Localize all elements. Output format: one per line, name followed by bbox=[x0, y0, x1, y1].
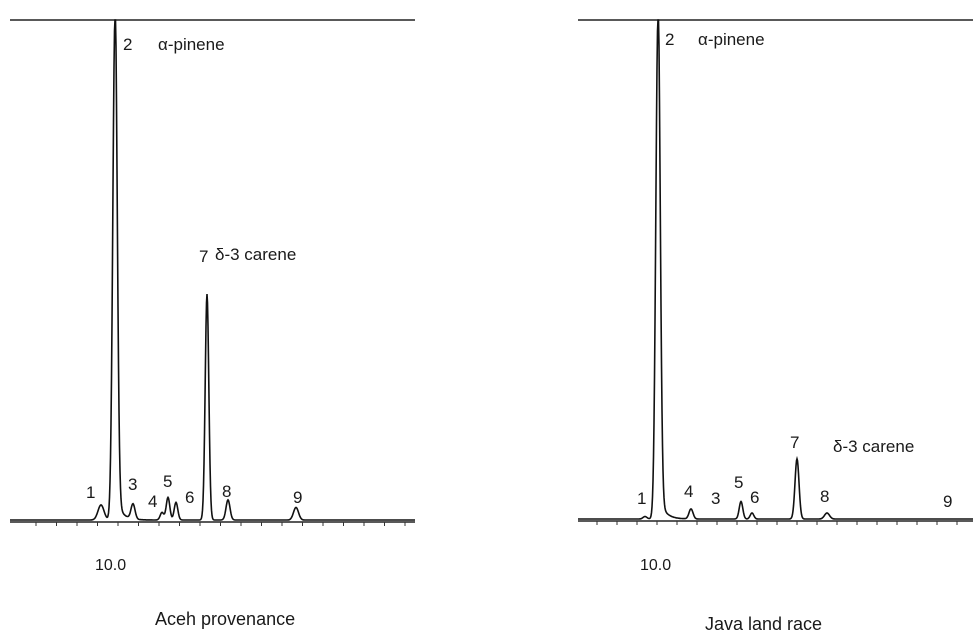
peak-number-label: 5 bbox=[163, 472, 172, 491]
peak-number-label: 1 bbox=[637, 489, 646, 508]
panel-title: Aceh provenance bbox=[155, 609, 295, 629]
peak-number-label: 1 bbox=[86, 483, 95, 502]
peak-number-label: 7 bbox=[199, 247, 208, 266]
peak-number-label: 2 bbox=[665, 30, 674, 49]
peak-labels: 1 2 α-pinene 4 356 7 δ-3 carene 8 9 bbox=[637, 30, 952, 511]
compound-label: α-pinene bbox=[158, 35, 225, 54]
chromatogram-trace bbox=[578, 19, 973, 520]
x-tick-label: 10.0 bbox=[95, 557, 126, 574]
peak-number-label: 5 bbox=[734, 473, 743, 492]
chromatogram-trace bbox=[10, 19, 415, 521]
x-ticks bbox=[596, 521, 958, 525]
peak-number-label: 4 bbox=[684, 482, 693, 501]
peak-number-label: 4 bbox=[148, 492, 157, 511]
peak-number-label: 2 bbox=[123, 35, 132, 54]
peak-number-label: 9 bbox=[943, 492, 952, 511]
peak-number-label: 3 bbox=[128, 475, 137, 494]
x-ticks bbox=[35, 522, 406, 526]
panel-java: 1 2 α-pinene 4 356 7 δ-3 carene 8 9 10.0 Java la… bbox=[578, 19, 973, 634]
peak-number-label: 3 bbox=[711, 489, 720, 508]
compound-label: δ-3 carene bbox=[833, 437, 914, 456]
peak-number-label: 8 bbox=[820, 487, 829, 506]
peak-number-label: 8 bbox=[222, 482, 231, 501]
peak-number-label: 7 bbox=[790, 433, 799, 452]
panel-title: Java land race bbox=[705, 614, 822, 634]
x-tick-label: 10.0 bbox=[640, 557, 671, 574]
peak-number-label: 6 bbox=[185, 488, 194, 507]
peak-number-label: 6 bbox=[750, 488, 759, 507]
compound-label: δ-3 carene bbox=[215, 245, 296, 264]
peak-number-label: 9 bbox=[293, 488, 302, 507]
compound-label: α-pinene bbox=[698, 30, 765, 49]
